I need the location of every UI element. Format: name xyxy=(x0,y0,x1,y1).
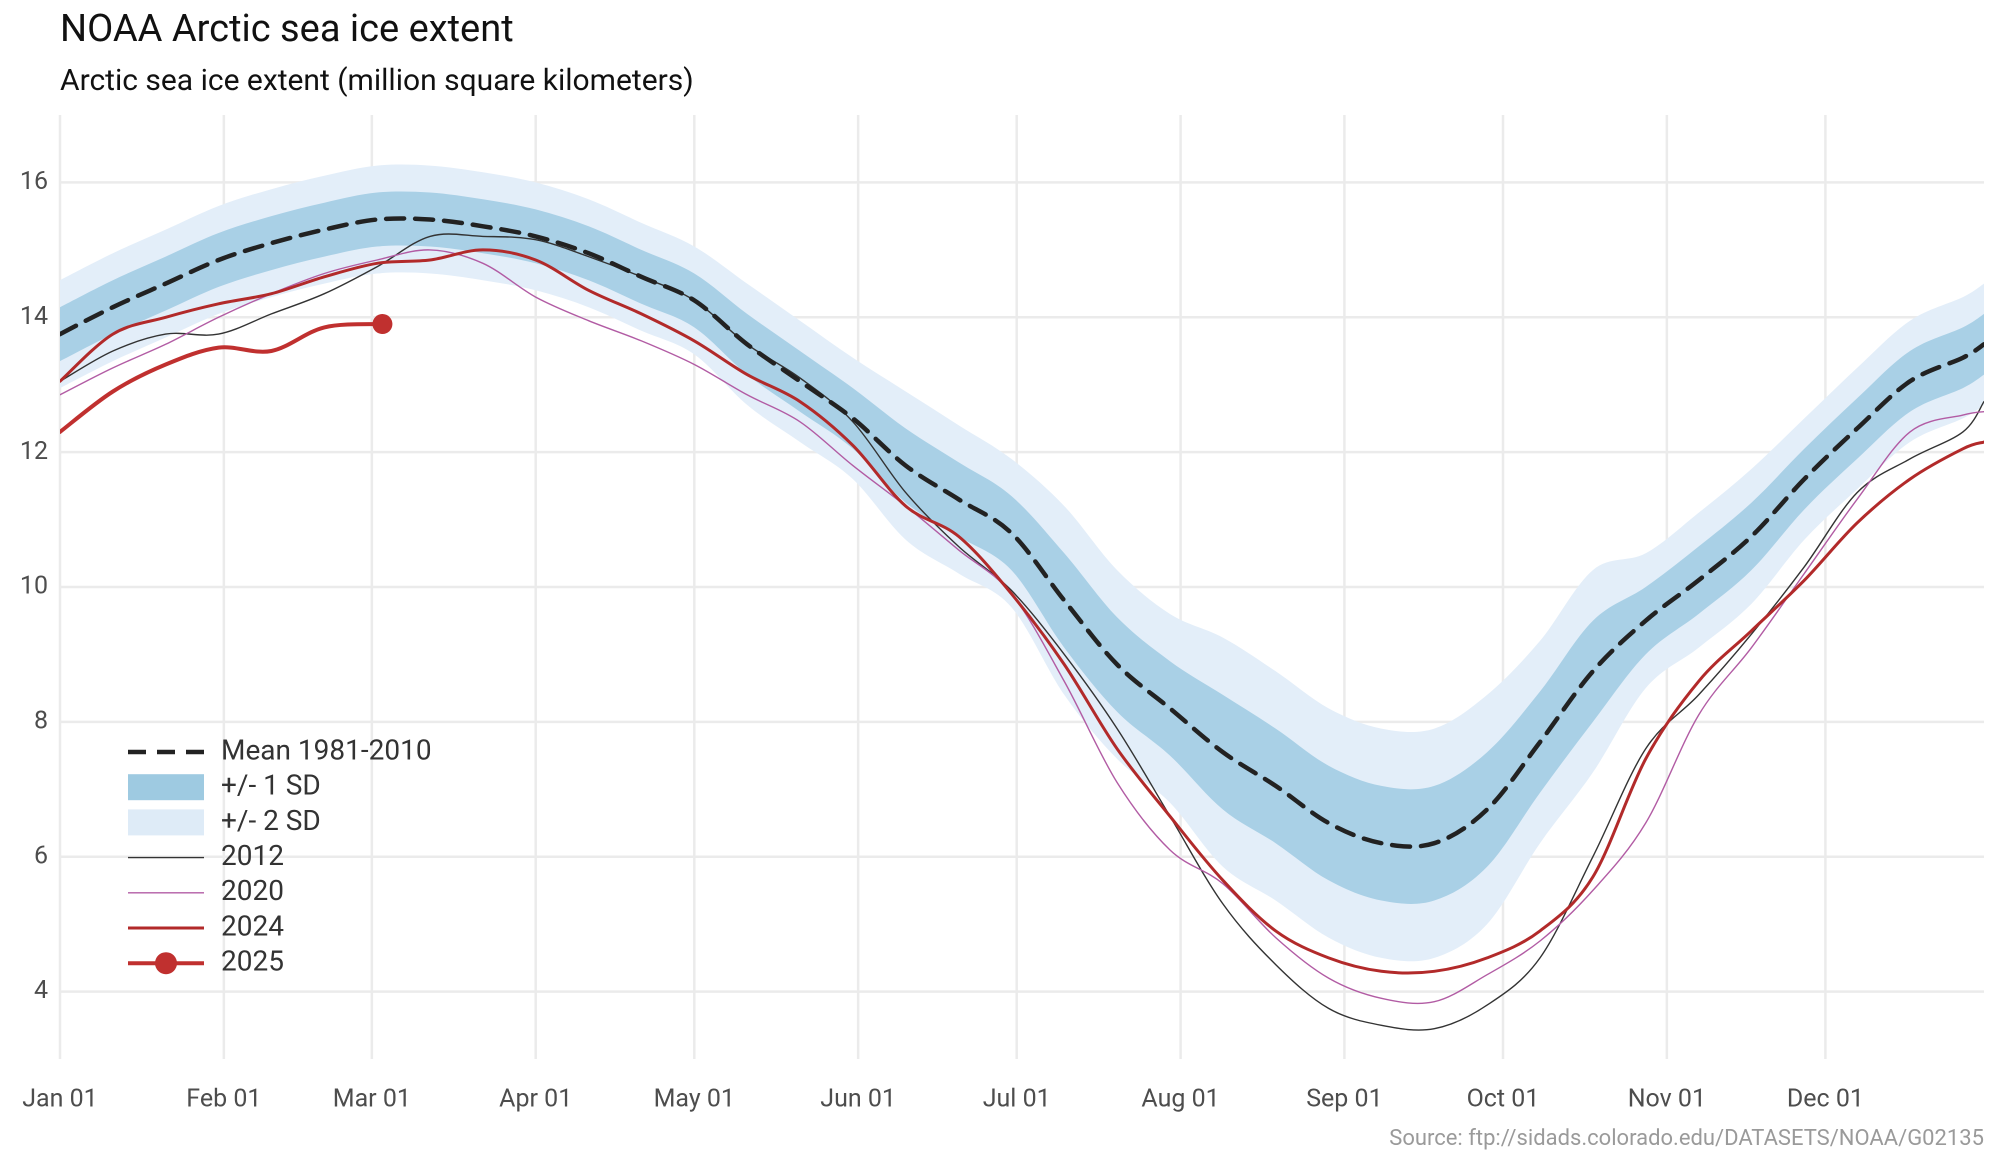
x-tick-label: Jun 01 xyxy=(820,1085,896,1114)
series-line xyxy=(60,322,385,434)
legend-label: 2020 xyxy=(221,874,284,907)
chart-subtitle: Arctic sea ice extent (million square ki… xyxy=(60,63,694,98)
series-line xyxy=(60,249,1984,1005)
x-tick-label: Mar 01 xyxy=(333,1085,411,1114)
x-tick-label: Dec 01 xyxy=(1787,1085,1864,1114)
y-tick-label: 8 xyxy=(34,706,48,735)
legend-label: 2025 xyxy=(221,945,284,978)
y-tick-label: 12 xyxy=(20,437,48,466)
x-tick-label: Oct 01 xyxy=(1467,1085,1540,1114)
legend-label: +/- 1 SD xyxy=(221,769,321,802)
end-marker xyxy=(372,314,393,335)
chart-title: NOAA Arctic sea ice extent xyxy=(60,7,514,51)
x-tick-label: May 01 xyxy=(654,1085,735,1114)
x-tick-label: Jul 01 xyxy=(983,1085,1051,1114)
legend-label: 2024 xyxy=(221,909,284,942)
legend-swatch xyxy=(128,774,204,801)
legend-label: 2012 xyxy=(221,839,284,872)
series-line xyxy=(60,216,1984,849)
x-tick-label: Feb 01 xyxy=(186,1085,261,1114)
legend-label: Mean 1981-2010 xyxy=(221,733,432,766)
y-tick-label: 4 xyxy=(34,976,48,1005)
x-tick-label: Apr 01 xyxy=(499,1085,572,1114)
source-note: Source: ftp://sidads.colorado.edu/DATASE… xyxy=(1389,1126,1984,1151)
plot-area xyxy=(60,164,1984,1031)
y-tick-label: 16 xyxy=(20,167,48,196)
legend-label: +/- 2 SD xyxy=(221,804,321,837)
y-tick-label: 6 xyxy=(34,841,48,870)
series-line xyxy=(60,233,1984,1031)
x-tick-label: Sep 01 xyxy=(1306,1085,1382,1114)
legend-swatch xyxy=(128,809,204,836)
x-tick-label: Aug 01 xyxy=(1141,1085,1219,1114)
series-line xyxy=(60,248,1984,975)
x-tick-label: Nov 01 xyxy=(1628,1085,1706,1114)
legend-marker xyxy=(155,952,177,975)
y-tick-label: 10 xyxy=(20,572,48,601)
y-tick-label: 14 xyxy=(20,302,48,331)
x-tick-label: Jan 01 xyxy=(22,1085,98,1114)
